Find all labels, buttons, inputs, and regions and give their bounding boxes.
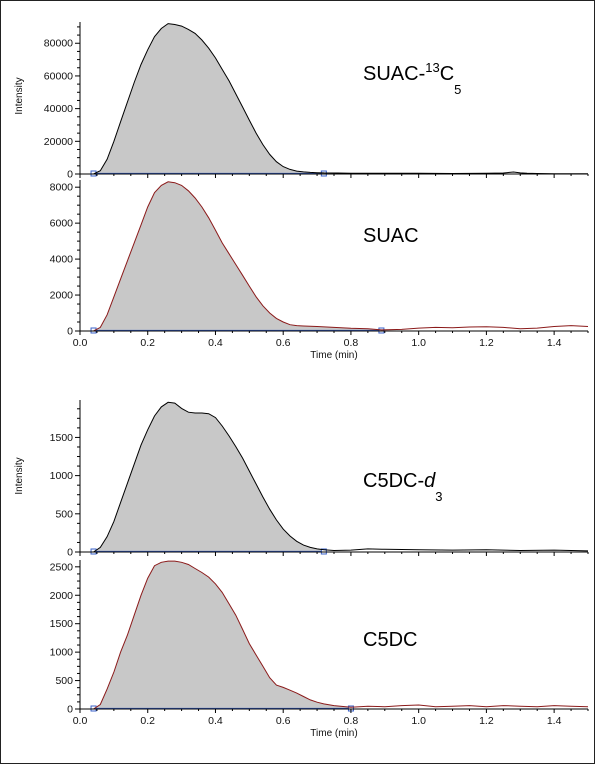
- panel2-x-tick-label: 1.0: [411, 337, 426, 349]
- panel4-y-tick-label: 2000: [50, 590, 74, 602]
- compound-label-part: C: [440, 63, 454, 85]
- panel4-y-tick-label: 0: [67, 704, 73, 716]
- panel4-y-tick-label: 2500: [50, 561, 74, 573]
- panel4-x-tick-label: 0.6: [276, 715, 291, 727]
- panel4-x-tick-label: 0.4: [208, 715, 223, 727]
- panel1-y-tick-label: 40000: [44, 103, 73, 115]
- panel1-y-tick-label: 20000: [44, 136, 73, 148]
- panel4-y-tick-label: 1500: [50, 618, 74, 630]
- panel3-peak-area: [93, 402, 324, 552]
- panel2-x-tick-label: 1.4: [547, 337, 562, 349]
- compound-label-part: C5DC: [363, 629, 417, 651]
- panel4-x-tick-label: 0.8: [344, 715, 359, 727]
- compound-label-part: 13: [425, 60, 439, 75]
- panel2-y-tick-label: 2000: [50, 290, 74, 302]
- panel2-peak-area: [93, 181, 382, 331]
- panel2-x-tick-label: 0.8: [344, 337, 359, 349]
- panel2-y-tick-label: 6000: [50, 218, 74, 230]
- panel2-x-axis-title: Time (min): [310, 350, 357, 361]
- panel4-compound-label: C5DC: [363, 629, 417, 651]
- panel1-y-axis-title: Intensity: [14, 77, 25, 114]
- panel4-trace-line: [80, 560, 589, 710]
- panel4-peak-area: [93, 561, 351, 709]
- panel2-trace-line: [80, 181, 589, 332]
- compound-label-part: SUAC: [363, 225, 419, 247]
- compound-label-part: 5: [454, 82, 461, 97]
- panel1-peak-area: [93, 23, 324, 174]
- panel4-y-tick-label: 500: [55, 675, 73, 687]
- panel1-y-tick-label: 80000: [44, 38, 73, 50]
- panel2-y-tick-label: 0: [67, 326, 73, 338]
- panel3-y-tick-label: 500: [55, 508, 73, 520]
- panel2-x-tick-label: 0.6: [276, 337, 291, 349]
- panel2-y-tick-label: 4000: [50, 254, 74, 266]
- panel3-compound-label: C5DC-d3: [363, 470, 442, 504]
- compound-label-part: SUAC-: [363, 63, 425, 85]
- compound-label-part: d: [424, 470, 436, 492]
- compound-label-part: 3: [435, 489, 442, 504]
- panel4-x-tick-label: 1.2: [479, 715, 494, 727]
- compound-label-part: C5DC-: [363, 470, 424, 492]
- panel3-y-tick-label: 0: [67, 547, 73, 559]
- panel4-x-tick-label: 1.4: [547, 715, 562, 727]
- panel4-x-tick-label: 0.2: [140, 715, 155, 727]
- panel2-compound-label: SUAC: [363, 225, 419, 247]
- panel4-x-tick-label: 0.0: [73, 715, 88, 727]
- panel2-x-tick-label: 0.0: [73, 337, 88, 349]
- panel2-x-tick-label: 0.2: [140, 337, 155, 349]
- panel1-y-tick-label: 60000: [44, 70, 73, 82]
- panel3-trace-line: [80, 401, 589, 553]
- panel3-y-tick-label: 1000: [50, 470, 74, 482]
- panel3-y-axis-title: Intensity: [14, 457, 25, 494]
- panel2-x-tick-label: 1.2: [479, 337, 494, 349]
- panel4-x-tick-label: 1.0: [411, 715, 426, 727]
- panel2-y-tick-label: 8000: [50, 182, 74, 194]
- panel4-x-axis-title: Time (min): [310, 728, 357, 739]
- panel1-compound-label: SUAC-13C5: [363, 60, 461, 97]
- panel1-y-tick-label: 0: [67, 169, 73, 181]
- panel4-y-tick-label: 1000: [50, 647, 74, 659]
- panel2-x-tick-label: 0.4: [208, 337, 223, 349]
- panel3-y-tick-label: 1500: [50, 432, 74, 444]
